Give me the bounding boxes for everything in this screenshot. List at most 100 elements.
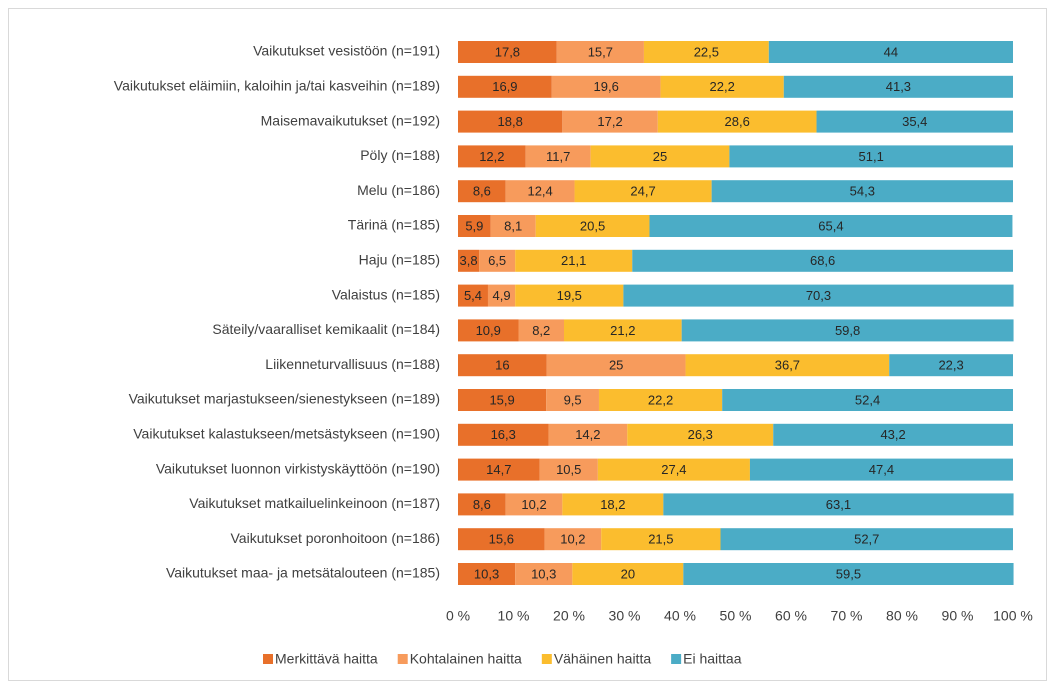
bar-segment	[598, 389, 723, 411]
y-tick-label: Haju (n=185)	[359, 252, 440, 268]
bar-segment	[816, 110, 1013, 133]
data-label: 4,9	[493, 288, 511, 303]
bar-segment	[562, 493, 664, 516]
data-label: 10,3	[531, 566, 556, 581]
y-tick-label: Vaikutukset kalastukseen/metsästykseen (…	[133, 426, 440, 442]
bar-segment	[458, 215, 491, 237]
data-label: 43,2	[880, 427, 905, 442]
bar-segment	[590, 145, 730, 168]
bar-segment	[479, 249, 516, 272]
bar-segment	[544, 528, 602, 551]
data-label: 20,5	[580, 218, 605, 233]
data-label: 27,4	[661, 462, 686, 477]
data-label: 25	[609, 358, 623, 373]
data-label: 14,7	[486, 462, 511, 477]
y-tick-label: Vaikutukset vesistöön (n=191)	[253, 43, 440, 59]
data-label: 19,5	[557, 288, 582, 303]
legend-marker	[671, 654, 682, 664]
bar-segment	[458, 41, 557, 63]
data-label: 24,7	[630, 184, 655, 199]
bar-segment	[515, 249, 633, 272]
bar-segment	[458, 423, 549, 446]
data-label: 70,3	[806, 288, 831, 303]
data-label: 59,8	[835, 323, 860, 338]
y-tick-label: Valaistus (n=185)	[332, 286, 440, 302]
bar-segment	[657, 110, 817, 133]
x-tick-label: 0 %	[446, 608, 470, 624]
bar-segment	[623, 284, 1014, 307]
data-label: 18,8	[498, 114, 523, 129]
bar-segment	[546, 389, 599, 411]
bar-segment	[660, 75, 784, 98]
bar-segment	[643, 41, 769, 63]
y-tick-label: Vaikutukset luonnon virkistyskäyttöön (n…	[156, 460, 440, 476]
data-label: 18,2	[600, 497, 625, 512]
bar-segment	[768, 41, 1013, 63]
data-label: 12,2	[479, 149, 504, 164]
bar-segment	[458, 319, 519, 342]
data-label: 10,9	[476, 323, 501, 338]
bar-segment	[627, 423, 774, 446]
data-label: 36,7	[775, 358, 800, 373]
bar-segment	[458, 145, 526, 168]
data-label: 10,3	[474, 566, 499, 581]
data-label: 22,5	[694, 44, 719, 59]
legend-marker	[541, 654, 552, 664]
data-label: 12,4	[527, 184, 552, 199]
data-label: 11,7	[546, 149, 570, 164]
data-label: 10,5	[556, 462, 581, 477]
data-label: 17,8	[495, 44, 520, 59]
data-label: 65,4	[818, 218, 843, 233]
data-label: 16	[495, 358, 509, 373]
bar-segment	[458, 563, 516, 585]
bar-segment	[518, 319, 565, 342]
data-label: 22,2	[710, 79, 735, 94]
bar-segment	[505, 180, 575, 203]
bar-segment	[458, 75, 552, 98]
y-tick-label: Vaikutukset maa- ja metsätalouteen (n=18…	[166, 565, 440, 581]
data-label: 15,9	[489, 392, 514, 407]
bar-segment	[535, 215, 650, 237]
bar-segment	[458, 528, 545, 551]
data-label: 52,4	[855, 392, 880, 407]
y-tick-label: Melu (n=186)	[357, 182, 440, 198]
bar-segment	[525, 145, 591, 168]
bar-segment	[749, 458, 1013, 481]
data-label: 8,6	[473, 184, 491, 199]
bar-segment	[663, 493, 1014, 516]
bar-segment	[685, 354, 890, 377]
y-tick-label: Vaikutukset poronhoitoon (n=186)	[231, 530, 441, 546]
data-label: 59,5	[836, 566, 861, 581]
data-label: 17,2	[597, 114, 622, 129]
data-label: 16,3	[491, 427, 516, 442]
bar-segment	[458, 493, 506, 516]
data-label: 22,2	[648, 392, 673, 407]
bar-segment	[458, 354, 547, 377]
data-label: 26,3	[688, 427, 713, 442]
x-tick-label: 60 %	[775, 608, 807, 624]
legend-marker	[397, 654, 408, 664]
bar-segment	[597, 458, 750, 481]
x-tick-label: 20 %	[553, 608, 585, 624]
data-label: 21,1	[561, 253, 586, 268]
data-label: 19,6	[594, 79, 619, 94]
legend-label: Kohtalainen haitta	[410, 651, 522, 667]
bar-segment	[720, 528, 1013, 551]
data-label: 68,6	[810, 253, 835, 268]
y-tick-label: Vaikutukset marjastukseen/sienestykseen …	[129, 391, 440, 407]
bar-segment	[556, 41, 644, 63]
data-label: 63,1	[826, 497, 851, 512]
data-label: 15,6	[489, 532, 514, 547]
bar-segment	[548, 423, 628, 446]
bar-segment	[458, 284, 488, 307]
bar-segment	[562, 110, 658, 133]
bar-segment	[515, 563, 573, 585]
bar-segment	[458, 389, 547, 411]
data-label: 15,7	[588, 44, 613, 59]
bar-segment	[546, 354, 686, 377]
bar-segment	[729, 145, 1013, 168]
data-label: 54,3	[850, 184, 875, 199]
data-label: 10,2	[521, 497, 546, 512]
bar-segment	[458, 180, 506, 203]
data-label: 8,1	[504, 218, 522, 233]
